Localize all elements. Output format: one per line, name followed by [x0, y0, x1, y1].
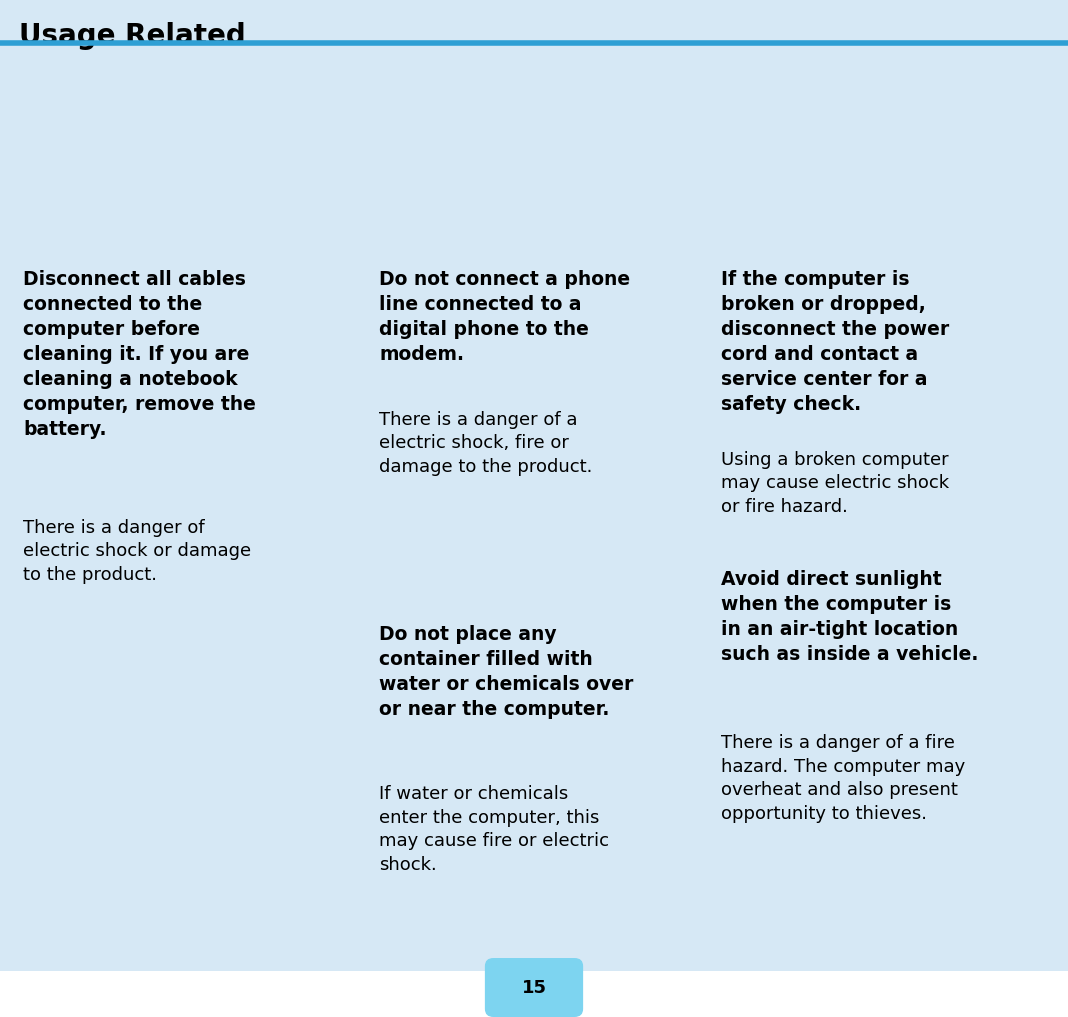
Text: Usage Related: Usage Related: [19, 22, 246, 51]
FancyBboxPatch shape: [485, 958, 583, 1017]
Text: There is a danger of
electric shock or damage
to the product.: There is a danger of electric shock or d…: [23, 519, 252, 584]
Text: Do not place any
container filled with
water or chemicals over
or near the compu: Do not place any container filled with w…: [379, 625, 633, 719]
Text: If water or chemicals
enter the computer, this
may cause fire or electric
shock.: If water or chemicals enter the computer…: [379, 785, 609, 874]
Text: 15: 15: [521, 978, 547, 997]
Text: Using a broken computer
may cause electric shock
or fire hazard.: Using a broken computer may cause electr…: [721, 451, 949, 516]
Text: There is a danger of a
electric shock, fire or
damage to the product.: There is a danger of a electric shock, f…: [379, 411, 593, 476]
Text: If the computer is
broken or dropped,
disconnect the power
cord and contact a
se: If the computer is broken or dropped, di…: [721, 270, 949, 414]
Text: There is a danger of a fire
hazard. The computer may
overheat and also present
o: There is a danger of a fire hazard. The …: [721, 734, 965, 823]
Text: Disconnect all cables
connected to the
computer before
cleaning it. If you are
c: Disconnect all cables connected to the c…: [23, 270, 256, 438]
Text: Avoid direct sunlight
when the computer is
in an air-tight location
such as insi: Avoid direct sunlight when the computer …: [721, 570, 978, 663]
Text: Do not connect a phone
line connected to a
digital phone to the
modem.: Do not connect a phone line connected to…: [379, 270, 630, 363]
